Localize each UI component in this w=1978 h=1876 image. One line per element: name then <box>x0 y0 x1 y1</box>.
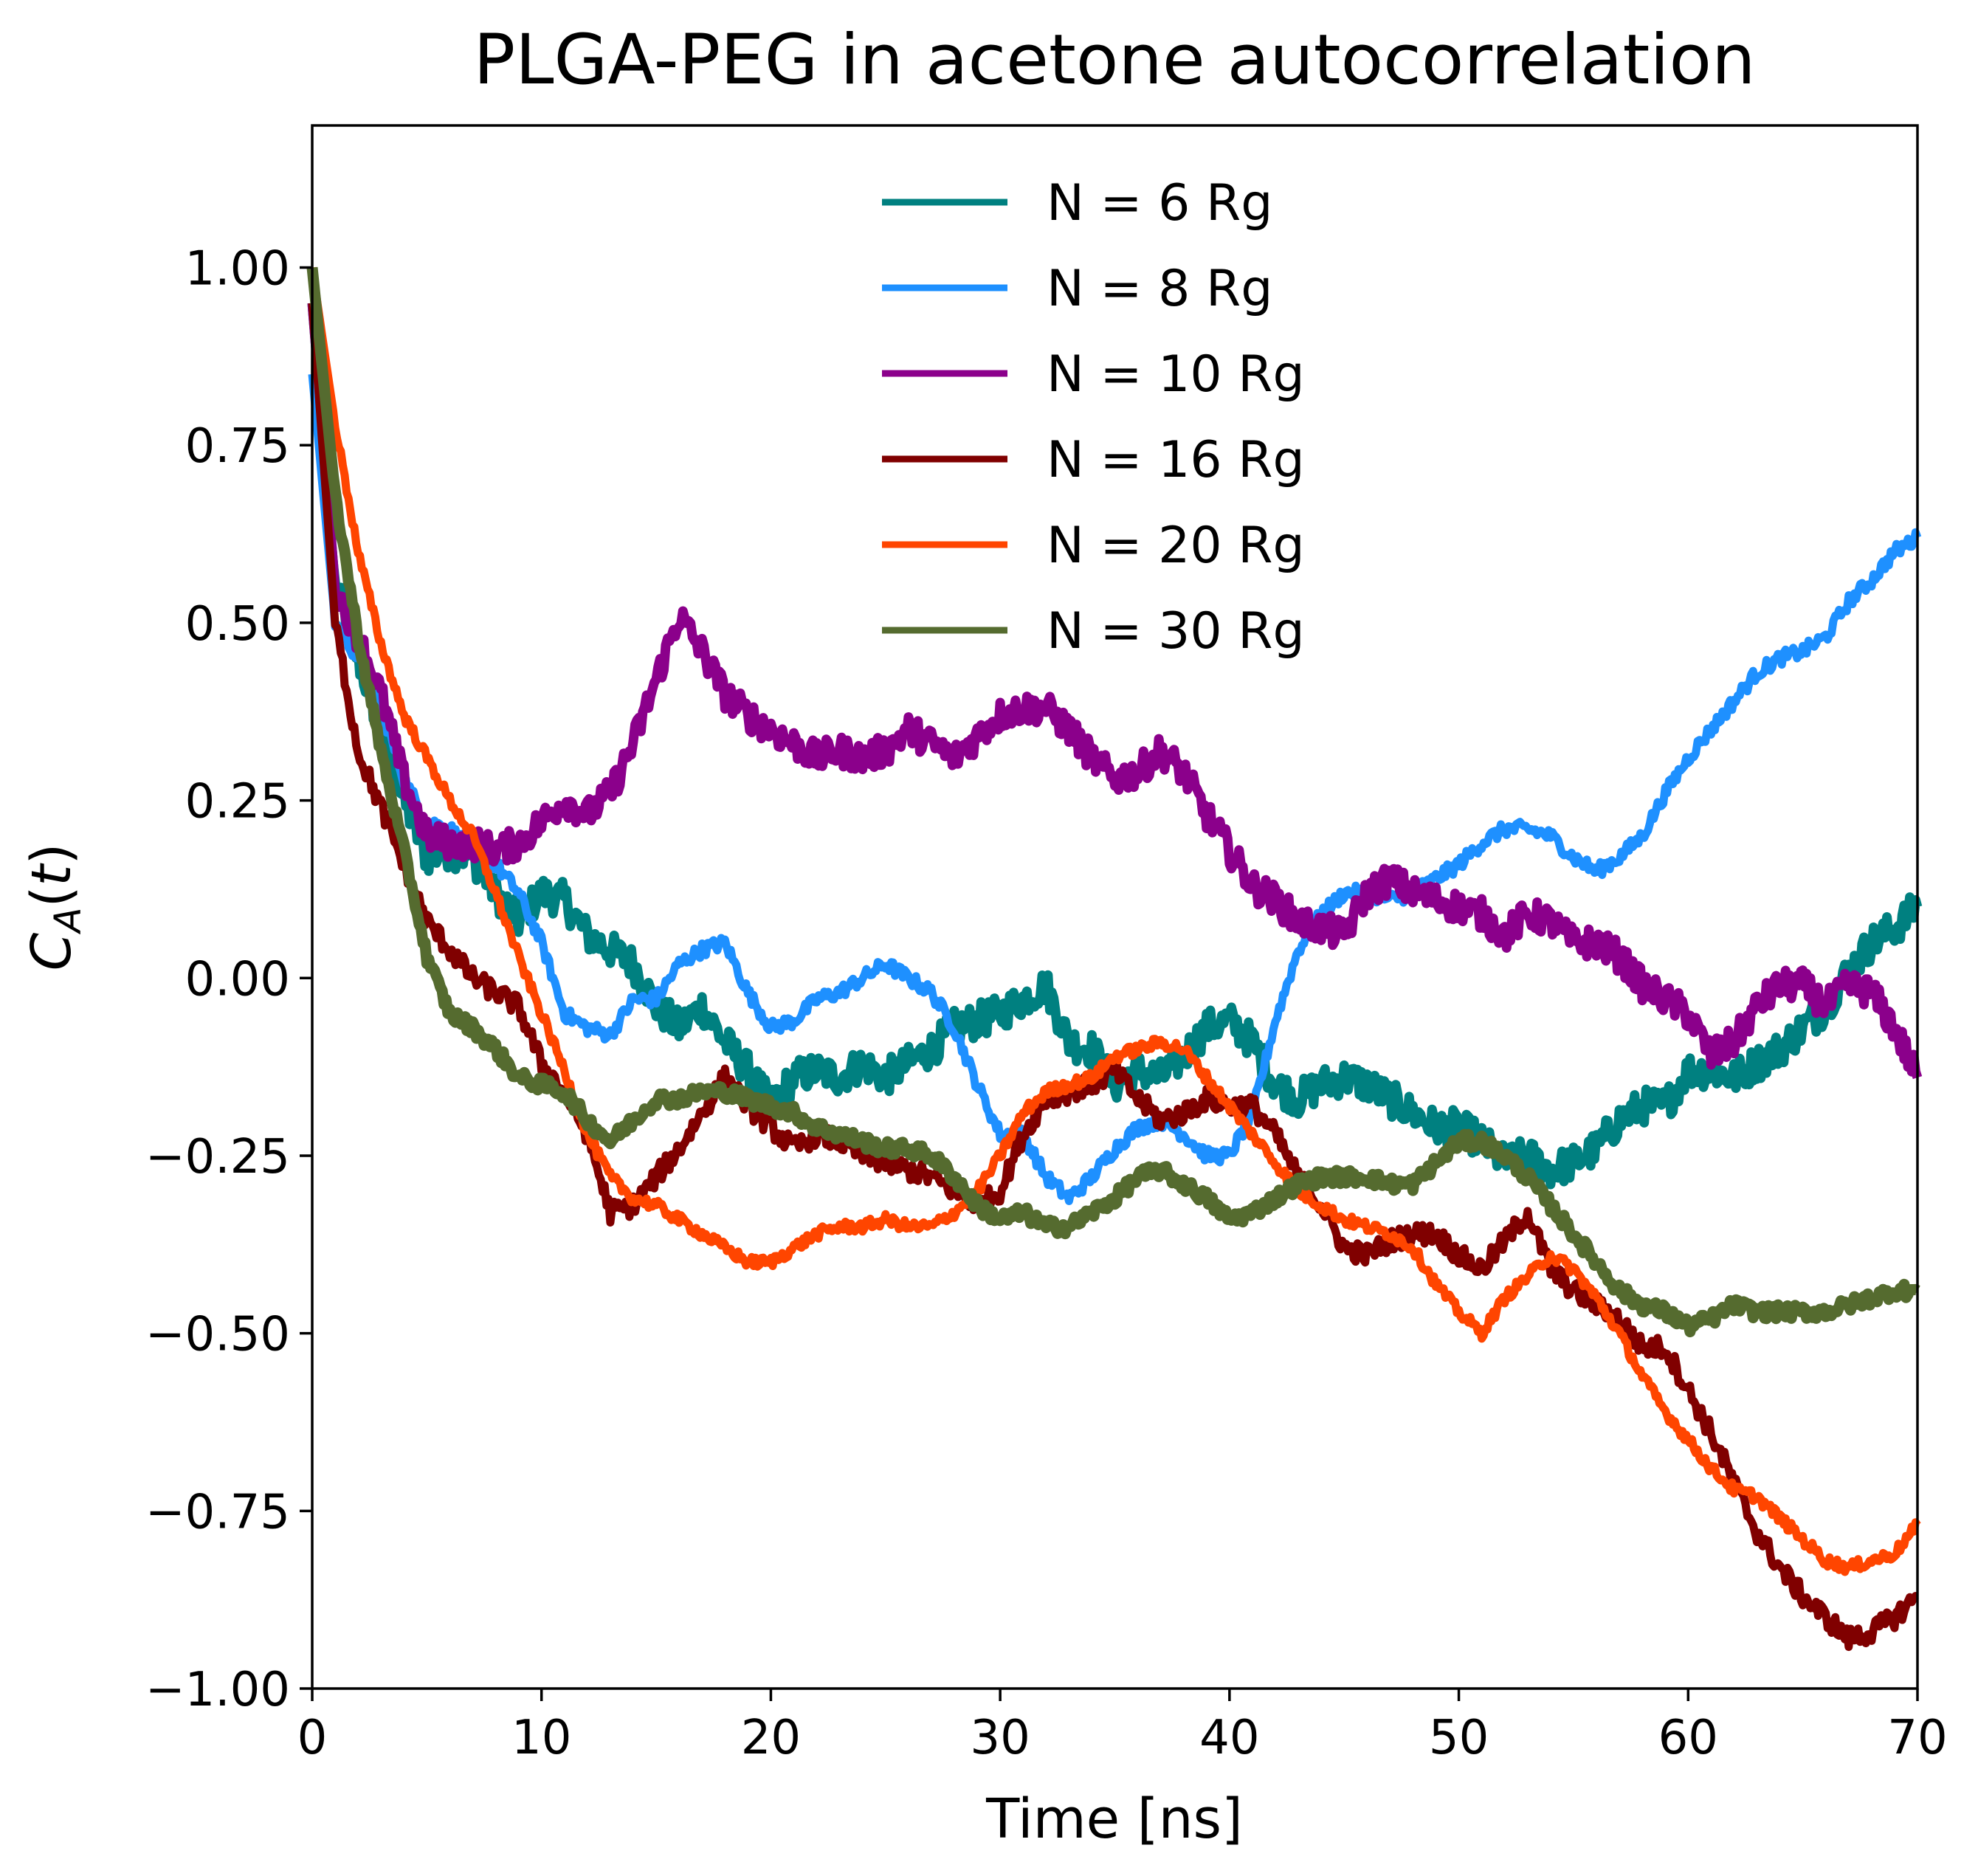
x-axis-ticks: 0 10 20 30 40 50 60 70 <box>297 1689 1948 1765</box>
legend-label-6: N = 30 Rg <box>1047 602 1305 661</box>
legend-label-4: N = 16 Rg <box>1047 431 1305 489</box>
series-line-1 <box>307 303 1923 1190</box>
y-tick-label: −0.25 <box>145 1130 290 1184</box>
y-tick-label: 0.75 <box>185 419 291 474</box>
y-axis-label-paren-open: ( <box>20 886 83 908</box>
legend: N = 6 Rg N = 8 Rg N = 10 Rg N = 16 Rg N = 20… <box>882 174 1305 661</box>
y-tick-label: 0.25 <box>185 775 291 830</box>
legend-label-5: N = 20 Rg <box>1047 517 1305 575</box>
x-tick-label: 10 <box>511 1711 571 1765</box>
series-line-6 <box>306 266 1921 1338</box>
y-axis-label-paren-close: ) <box>20 844 83 865</box>
series-line-3 <box>307 303 1923 1080</box>
y-tick-label: 0.00 <box>185 952 291 1007</box>
plot-frame <box>311 124 1919 1690</box>
plot-lines <box>306 266 1923 1652</box>
y-tick-label: −1.00 <box>145 1663 290 1717</box>
y-axis-label-variable: t <box>20 863 83 886</box>
legend-label-2: N = 8 Rg <box>1047 260 1272 318</box>
legend-label-1: N = 6 Rg <box>1047 174 1272 232</box>
series-line-2 <box>308 373 1922 1205</box>
y-tick-label: −0.75 <box>145 1485 290 1539</box>
x-tick-label: 70 <box>1887 1711 1947 1765</box>
x-tick-label: 30 <box>970 1711 1030 1765</box>
y-tick-label: −0.50 <box>145 1308 290 1362</box>
x-tick-label: 20 <box>741 1711 801 1765</box>
legend-label-3: N = 10 Rg <box>1047 345 1305 404</box>
y-tick-label: 0.50 <box>185 597 291 652</box>
y-axis-label-symbol: C <box>20 932 83 970</box>
x-tick-label: 60 <box>1658 1711 1718 1765</box>
y-tick-label: 1.00 <box>185 242 291 297</box>
y-axis-label-subscript: A <box>46 907 89 934</box>
y-axis-ticks: −1.00 −0.75 −0.50 −0.25 0.00 0.25 0.50 0.75 1.00 <box>145 242 312 1717</box>
x-tick-label: 50 <box>1429 1711 1489 1765</box>
y-axis-label: CA(t) <box>20 844 89 971</box>
x-tick-label: 40 <box>1199 1711 1259 1765</box>
x-axis-label: Time [ns] <box>985 1787 1243 1851</box>
chart-title: PLGA-PEG in acetone autocorrelation <box>473 20 1755 100</box>
x-tick-label: 0 <box>297 1711 328 1765</box>
